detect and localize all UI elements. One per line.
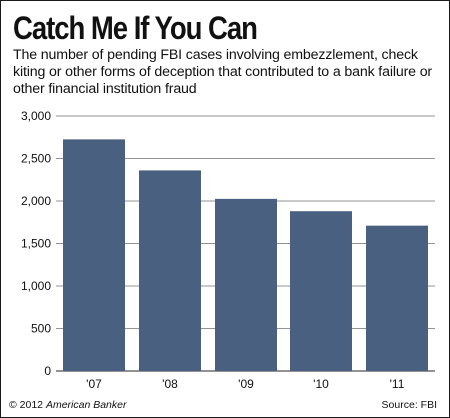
bar [290,211,352,371]
x-tick-label: '11 [390,377,405,391]
y-tick-label: 500 [31,322,51,336]
y-tick-label: 0 [44,364,51,378]
copyright-note: © 2012 American Banker [9,398,126,412]
source-note: Source: FBI [381,399,437,411]
x-tick-label: '07 [86,377,102,391]
y-tick-label: 3,000 [21,109,51,123]
y-tick-label: 2,500 [21,152,51,166]
y-tick-label: 2,000 [21,194,51,208]
x-tick-label: '10 [313,377,329,391]
chart-subtitle: The number of pending FBI cases involvin… [13,47,433,97]
bar [139,170,201,371]
copyright-prefix: © 2012 [9,399,44,411]
bar [366,225,428,371]
copyright-org: American Banker [45,399,127,411]
chart-title: Catch Me If You Can [13,10,258,46]
bar [215,198,277,371]
x-tick-label: '09 [238,377,254,391]
bar [63,139,125,371]
y-tick-label: 1,500 [21,237,51,251]
y-tick-label: 1,000 [21,279,51,293]
x-tick-label: '08 [162,377,178,391]
